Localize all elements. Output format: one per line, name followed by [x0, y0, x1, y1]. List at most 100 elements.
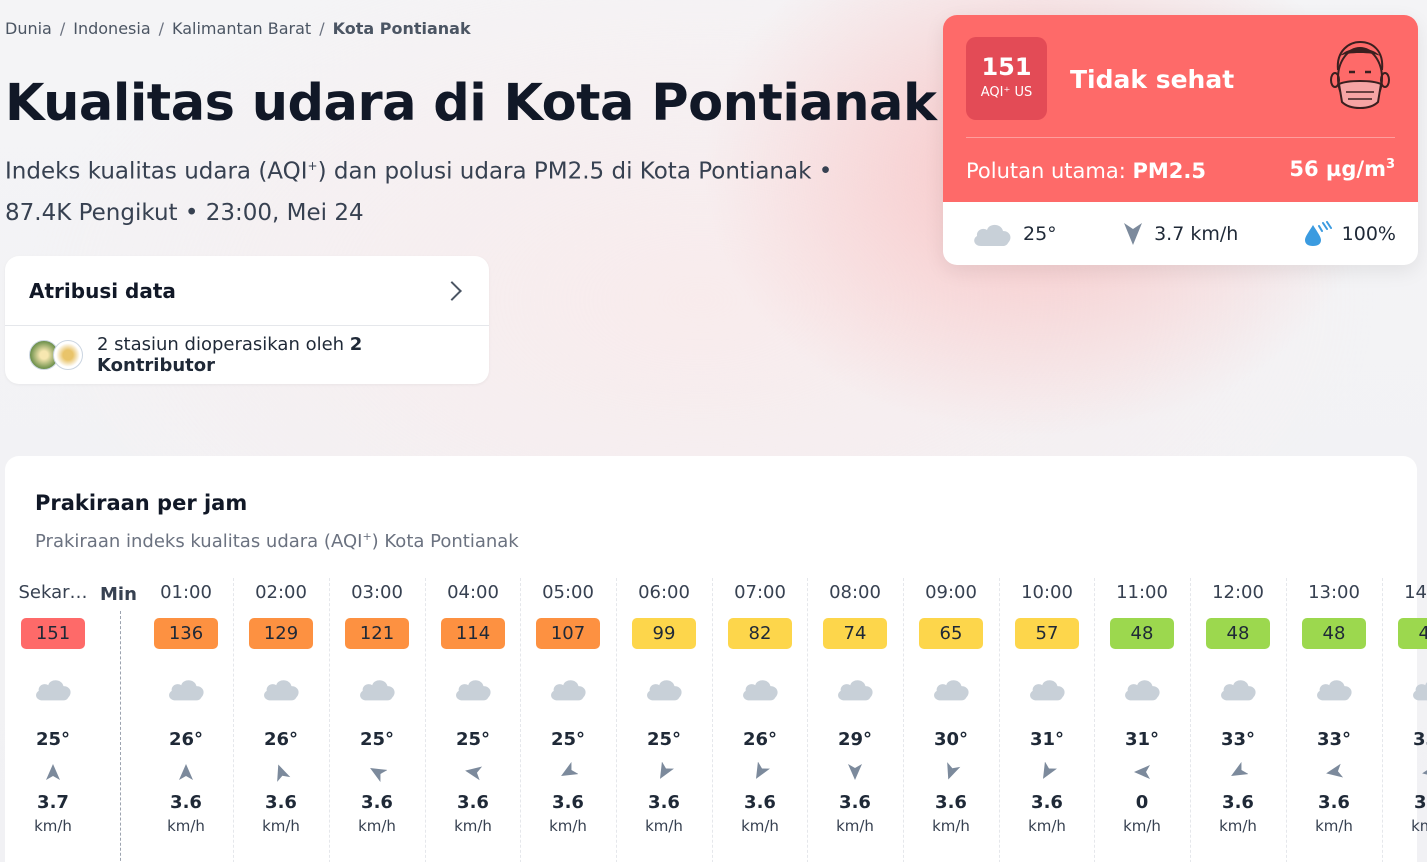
current-humidity: 100%	[1341, 222, 1396, 245]
forecast-aqi-badge: 151	[21, 618, 85, 649]
forecast-hour-column[interactable]: Sekar… 151 25° 3.7 km/h	[13, 578, 93, 835]
forecast-temperature: 25°	[646, 729, 682, 750]
weather-humidity: 100%	[1304, 220, 1396, 247]
column-separator	[233, 578, 234, 862]
wind-direction-icon	[1326, 763, 1344, 778]
aqi-summary-card: 151 AQI⁺ US Tidak sehat Polutan utama: P…	[943, 15, 1418, 265]
concentration-sup: 3	[1385, 157, 1395, 172]
forecast-wind-unit: km/h	[1411, 817, 1427, 835]
cloud-icon	[551, 680, 586, 701]
forecast-wind-speed: 3.6	[839, 792, 871, 813]
data-attribution-title: Atribusi data	[29, 278, 176, 303]
forecast-time: 14:00	[1404, 582, 1427, 603]
subtitle-sup: +	[307, 159, 318, 173]
breadcrumb-separator: /	[158, 19, 165, 38]
forecast-wind-unit: km/h	[167, 817, 205, 835]
forecast-hour-column[interactable]: 12:00 48 33° 3.6 km/h	[1198, 578, 1278, 835]
forecast-temperature: 25°	[455, 729, 491, 750]
cloud-icon	[36, 680, 71, 701]
wind-direction-icon	[561, 761, 579, 776]
forecast-hour-column[interactable]: 11:00 48 31° 0 km/h	[1102, 578, 1182, 835]
cloud-icon	[974, 224, 1011, 246]
forecast-time: 08:00	[829, 582, 881, 603]
forecast-hour-column[interactable]: 06:00 99 25° 3.6 km/h	[624, 578, 704, 835]
cloud-icon	[838, 680, 873, 701]
cloud-icon	[1413, 682, 1427, 701]
forecast-subtitle-text: ) Kota Pontianak	[371, 531, 519, 552]
forecast-wind-speed: 3.6	[1414, 792, 1427, 813]
attribution-text-pre: 2 stasiun dioperasikan oleh	[97, 334, 350, 355]
breadcrumb-country[interactable]: Indonesia	[73, 19, 151, 38]
forecast-subtitle-sup: +	[362, 530, 372, 543]
wind-direction-icon	[370, 768, 388, 783]
forecast-aqi-badge: 107	[536, 618, 600, 649]
column-separator	[329, 578, 330, 862]
forecast-hour-column[interactable]: 08:00 74 29° 3.6 km/h	[815, 578, 895, 835]
forecast-hour-column[interactable]: 10:00 57 31° 3.6 km/h	[1007, 578, 1087, 835]
wind-direction-icon	[46, 764, 60, 780]
forecast-temperature: 30°	[933, 729, 969, 750]
contributor-logo-icon	[53, 340, 83, 370]
column-separator	[712, 578, 713, 862]
forecast-aqi-badge: 74	[823, 618, 887, 649]
forecast-time: 11:00	[1116, 582, 1168, 603]
forecast-hour-column[interactable]: 03:00 121 25° 3.6 km/h	[337, 578, 417, 835]
forecast-time: 03:00	[351, 582, 403, 603]
forecast-hour-column[interactable]: 01:00 136 26° 3.6 km/h	[146, 578, 226, 835]
wind-direction-icon	[848, 764, 862, 780]
attribution-contributors: 2 Kontributor	[97, 334, 363, 376]
forecast-hour-column[interactable]: 13:00 48 33° 3.6 km/h	[1294, 578, 1374, 835]
page-title: Kualitas udara di Kota Pontianak	[5, 74, 937, 133]
aqi-unit: AQI⁺ US	[980, 85, 1033, 100]
forecast-title: Prakiraan per jam	[35, 491, 248, 515]
forecast-hour-column[interactable]: 04:00 114 25° 3.6 km/h	[433, 578, 513, 835]
column-separator	[999, 578, 1000, 862]
forecast-wind-unit: km/h	[358, 817, 396, 835]
forecast-wind-unit: km/h	[549, 817, 587, 835]
breadcrumb-world[interactable]: Dunia	[5, 19, 52, 38]
forecast-temperature: 31°	[1029, 729, 1065, 750]
forecast-aqi-badge: 114	[441, 618, 505, 649]
cloud-icon	[647, 680, 682, 701]
breadcrumb-separator: /	[59, 19, 66, 38]
attribution-text: 2 stasiun dioperasikan oleh 2 Kontributo…	[97, 334, 465, 376]
forecast-wind-speed: 3.6	[361, 792, 393, 813]
forecast-time: 05:00	[542, 582, 594, 603]
aqi-status: Tidak sehat	[1070, 65, 1235, 94]
cloud-icon	[1030, 680, 1065, 701]
forecast-time: 02:00	[255, 582, 307, 603]
cloud-icon	[1317, 680, 1352, 701]
forecast-wind-speed: 3.6	[265, 792, 297, 813]
aqi-badge: 151 AQI⁺ US	[966, 37, 1047, 120]
forecast-hour-column[interactable]: 02:00 129 26° 3.6 km/h	[241, 578, 321, 835]
forecast-aqi-badge: 48	[1110, 618, 1174, 649]
forecast-aqi-badge: 65	[919, 618, 983, 649]
forecast-hour-column[interactable]: 07:00 82 26° 3.6 km/h	[720, 578, 800, 835]
forecast-wind-unit: km/h	[741, 817, 779, 835]
forecast-wind-unit: km/h	[34, 817, 72, 835]
column-separator	[807, 578, 808, 862]
forecast-aqi-badge: 82	[728, 618, 792, 649]
weather-wind: 3.7 km/h	[1122, 222, 1238, 246]
forecast-wind-unit: km/h	[262, 817, 300, 835]
breadcrumb-separator: /	[319, 19, 325, 38]
forecast-wind-unit: km/h	[836, 817, 874, 835]
data-attribution-header[interactable]: Atribusi data	[5, 256, 489, 326]
forecast-time: 04:00	[447, 582, 499, 603]
column-separator	[1190, 578, 1191, 862]
column-separator	[425, 578, 426, 862]
forecast-aqi-badge: 48	[1302, 618, 1366, 649]
breadcrumb-province[interactable]: Kalimantan Barat	[172, 19, 312, 38]
current-temperature: 25°	[1023, 222, 1057, 245]
wind-direction-icon	[1043, 761, 1058, 779]
forecast-wind-speed: 3.6	[1031, 792, 1063, 813]
forecast-hour-column[interactable]: 09:00 65 30° 3.6 km/h	[911, 578, 991, 835]
main-pollutant: Polutan utama: PM2.5	[966, 159, 1206, 183]
forecast-time: Sekar…	[18, 582, 88, 603]
forecast-hour-column[interactable]: 05:00 107 25° 3.6 km/h	[528, 578, 608, 835]
forecast-temperature: 31°	[1124, 729, 1160, 750]
forecast-wind-speed: 3.6	[170, 792, 202, 813]
data-attribution-body[interactable]: 2 stasiun dioperasikan oleh 2 Kontributo…	[5, 326, 489, 384]
cloud-icon	[934, 680, 969, 701]
forecast-hour-column[interactable]: 14:00 48 33° 3.6 km/h	[1390, 578, 1427, 835]
